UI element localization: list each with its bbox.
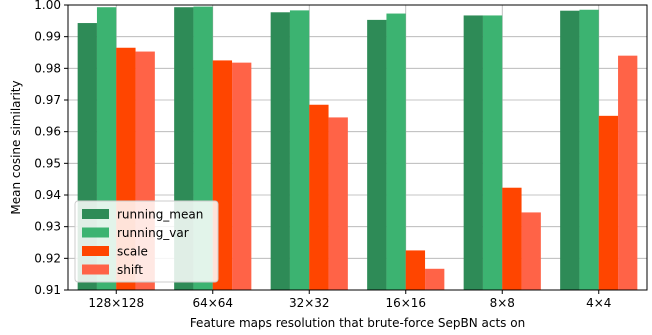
y-tick-label: 1.00 xyxy=(34,0,61,12)
y-tick-label: 0.93 xyxy=(34,220,61,234)
y-tick-label: 0.95 xyxy=(34,156,61,170)
x-tick-label: 32×32 xyxy=(289,296,330,310)
bar-running-var-3 xyxy=(386,13,406,291)
bar-running-mean-2 xyxy=(270,12,290,291)
bar-scale-2 xyxy=(309,104,329,290)
legend-swatch-shift xyxy=(82,264,109,275)
y-axis-ticks: 0.91 0.92 0.93 0.94 0.95 0.96 0.97 0.98 0.99 1.00 xyxy=(34,0,68,297)
bar-running-var-2 xyxy=(289,10,310,291)
bar-running-mean-3 xyxy=(367,19,387,291)
x-tick-label: 8×8 xyxy=(490,296,515,310)
legend-box xyxy=(74,200,219,283)
bar-running-mean-5 xyxy=(560,10,580,290)
bar-shift-4 xyxy=(521,212,541,290)
legend-label-scale: scale xyxy=(117,245,148,259)
y-tick-label: 0.99 xyxy=(34,30,61,44)
bar-running-var-5 xyxy=(579,9,599,290)
y-axis-label: Mean cosine similarity xyxy=(9,80,23,214)
bar-scale-4 xyxy=(502,187,522,290)
legend-swatch-running-mean xyxy=(82,209,109,219)
legend-swatch-scale xyxy=(82,246,109,256)
x-axis-label: Feature maps resolution that brute-force… xyxy=(190,316,525,330)
y-tick-label: 0.91 xyxy=(34,283,61,297)
x-tick-label: 4×4 xyxy=(586,296,611,310)
y-tick-label: 0.94 xyxy=(34,188,61,202)
x-axis-ticks: 128×128 64×64 32×32 16×16 8×8 4×4 xyxy=(88,290,611,310)
bar-scale-3 xyxy=(405,250,426,290)
bar-running-mean-4 xyxy=(463,15,483,290)
bar-scale-5 xyxy=(598,115,619,290)
y-tick-label: 0.92 xyxy=(34,251,61,265)
x-tick-label: 16×16 xyxy=(385,296,426,310)
bar-shift-5 xyxy=(618,55,638,290)
legend-label-running-var: running_var xyxy=(117,226,189,240)
y-tick-label: 0.96 xyxy=(34,125,61,139)
legend-swatch-running-var xyxy=(82,227,109,238)
x-tick-label: 128×128 xyxy=(88,296,144,310)
bar-shift-3 xyxy=(425,268,445,290)
legend-label-running-mean: running_mean xyxy=(117,208,203,222)
bar-shift-1 xyxy=(232,62,252,291)
legend-label-shift: shift xyxy=(117,263,143,277)
plot-frame xyxy=(67,4,648,291)
bar-running-var-4 xyxy=(482,15,503,290)
bar-shift-2 xyxy=(328,117,348,291)
y-tick-label: 0.97 xyxy=(34,93,61,107)
x-tick-label: 64×64 xyxy=(192,296,233,310)
y-tick-label: 0.98 xyxy=(34,61,61,75)
